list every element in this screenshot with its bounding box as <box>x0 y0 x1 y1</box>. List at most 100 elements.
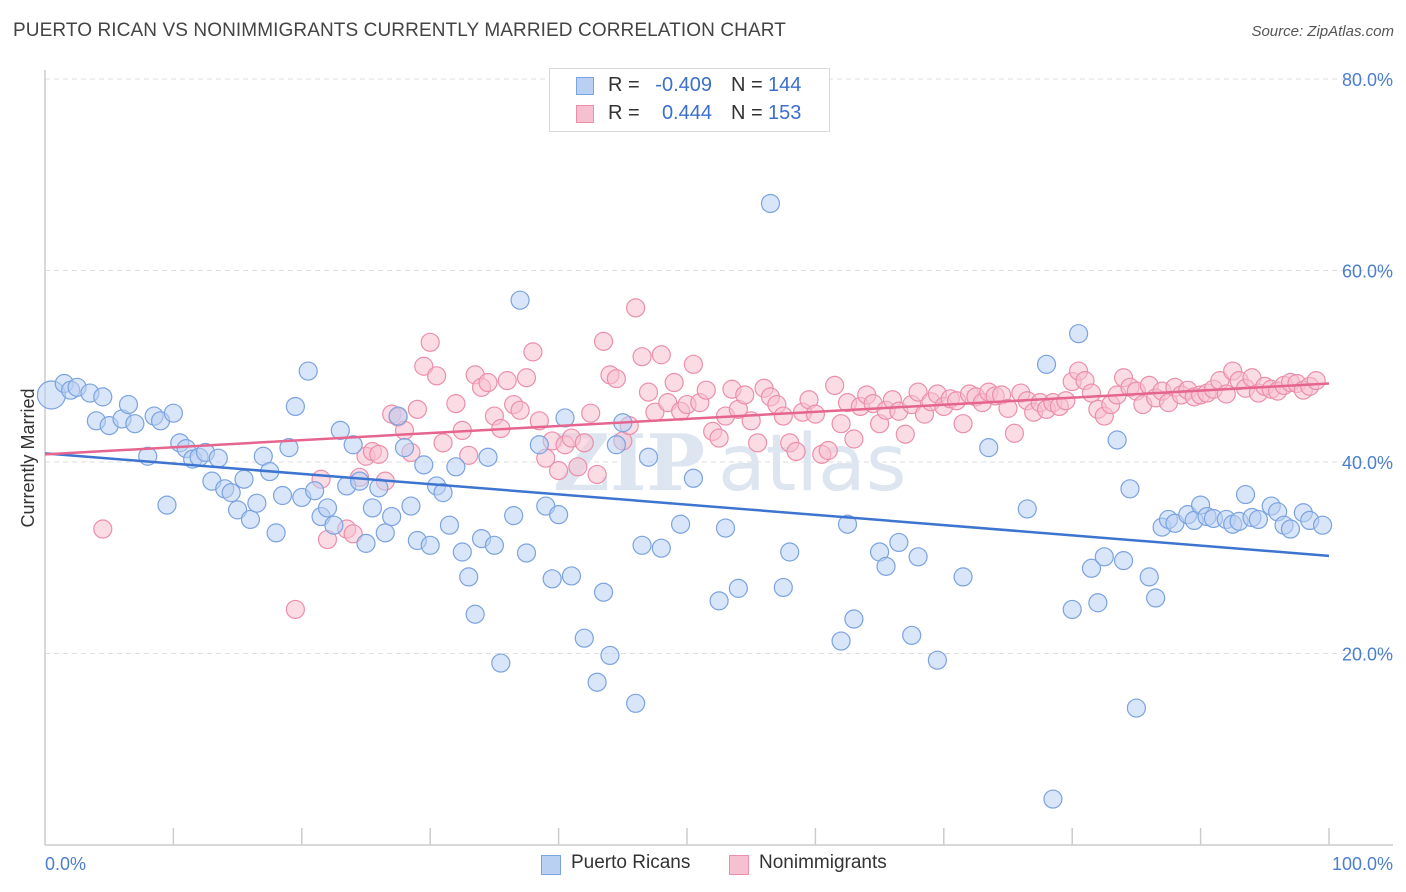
data-point <box>979 438 999 458</box>
data-point <box>773 406 793 426</box>
data-point <box>600 645 620 666</box>
chart-title: PUERTO RICAN VS NONIMMIGRANTS CURRENTLY … <box>13 20 786 41</box>
data-point <box>1107 430 1127 450</box>
data-point <box>478 372 498 393</box>
data-point <box>837 514 858 534</box>
data-point <box>683 354 704 374</box>
data-point <box>157 495 177 515</box>
puerto-ricans-trend-line <box>44 452 1330 558</box>
data-point <box>664 372 684 393</box>
x-tick-label-min: 0.0% <box>45 854 86 874</box>
data-point <box>548 461 569 481</box>
legend-r-value: 0.444 <box>661 102 712 124</box>
data-point <box>414 455 434 475</box>
data-point <box>1094 547 1114 567</box>
data-point <box>497 371 517 391</box>
data-point <box>818 440 838 461</box>
data-point <box>889 532 909 553</box>
data-point <box>651 345 671 365</box>
data-point <box>1126 698 1147 718</box>
data-point <box>638 447 659 467</box>
data-point <box>844 609 864 629</box>
legend-swatch-blue <box>541 855 561 875</box>
data-point <box>696 380 716 400</box>
data-point <box>1306 371 1326 391</box>
data-point <box>632 347 652 367</box>
data-point <box>93 519 113 539</box>
data-point <box>844 429 864 449</box>
data-point <box>1312 515 1333 535</box>
data-point <box>369 444 389 464</box>
data-point <box>439 515 460 535</box>
data-point <box>516 368 537 388</box>
data-point <box>266 523 286 543</box>
data-point <box>548 505 569 525</box>
data-point <box>825 375 845 395</box>
data-point <box>561 566 582 586</box>
data-point <box>786 441 806 462</box>
legend-swatch-pink <box>576 105 594 123</box>
data-point <box>1004 423 1025 443</box>
data-point <box>459 445 479 465</box>
data-point <box>709 591 729 611</box>
data-point <box>446 393 466 414</box>
data-point <box>510 400 530 420</box>
y-tick-label: 40.0% <box>1342 453 1393 473</box>
x-tick-marks <box>172 828 1330 845</box>
data-point <box>1235 484 1256 505</box>
data-point <box>420 535 440 555</box>
data-point <box>491 653 511 673</box>
data-point <box>998 398 1018 418</box>
data-point <box>953 414 973 434</box>
data-point <box>908 547 928 567</box>
data-point <box>221 483 241 503</box>
data-point <box>285 396 305 417</box>
data-point <box>876 556 896 576</box>
data-point <box>581 403 601 423</box>
data-point <box>529 435 549 455</box>
data-point <box>452 542 472 562</box>
data-point <box>414 356 434 376</box>
data-point <box>1043 789 1063 809</box>
watermark-atlas: atlas <box>718 419 907 509</box>
data-point <box>427 366 447 386</box>
data-point <box>375 523 395 543</box>
data-point <box>324 515 344 535</box>
data-point <box>362 498 383 518</box>
data-point <box>895 424 915 444</box>
data-point <box>1139 567 1159 587</box>
data-point <box>555 408 575 428</box>
data-point <box>953 567 973 587</box>
data-point <box>670 514 691 534</box>
data-point <box>1081 558 1102 578</box>
legend-row-nonimmigrants: R = 0.444 N = 153 <box>550 100 829 128</box>
data-point <box>831 631 851 651</box>
data-point <box>748 433 768 453</box>
data-point <box>305 481 325 501</box>
puerto-ricans-points <box>36 193 1333 809</box>
data-point <box>1069 324 1089 344</box>
data-point <box>484 535 504 555</box>
data-point <box>317 498 338 518</box>
data-point <box>1248 509 1268 530</box>
data-point <box>394 438 415 458</box>
nonimmigrants-points <box>93 298 1326 620</box>
data-point <box>465 604 485 624</box>
data-point <box>593 582 614 602</box>
data-point <box>330 420 350 441</box>
data-point <box>1113 551 1134 571</box>
data-point <box>407 399 427 419</box>
data-point <box>728 578 748 598</box>
data-point <box>504 506 524 526</box>
data-point <box>709 428 729 448</box>
data-point <box>446 457 466 477</box>
y-tick-labels: 20.0% 40.0% 60.0% 80.0% <box>1342 70 1393 665</box>
data-point <box>715 518 736 538</box>
data-point <box>927 650 947 670</box>
data-point <box>433 433 453 453</box>
data-point <box>1056 391 1076 411</box>
data-point <box>542 569 562 589</box>
data-point <box>587 672 607 692</box>
data-point <box>683 468 704 488</box>
data-point <box>1036 354 1057 374</box>
